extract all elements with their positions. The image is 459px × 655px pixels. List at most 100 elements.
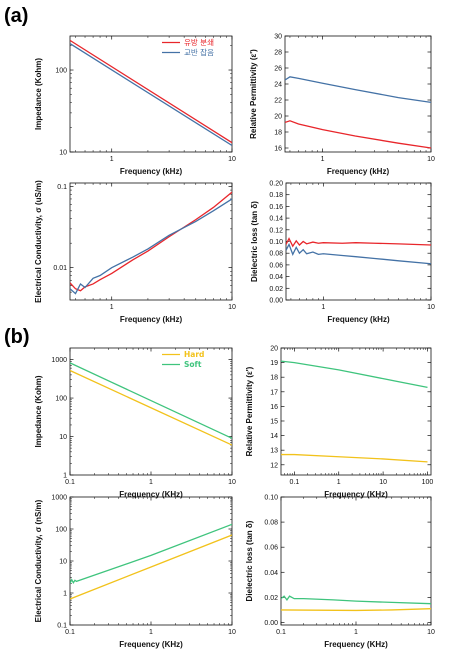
legend-label: Hard	[184, 350, 204, 359]
x-tick-label: 1	[149, 479, 153, 486]
legend-label: 유방 분쇄	[184, 37, 214, 47]
y-tick-label: 0.01	[53, 265, 67, 272]
chart-1: 1 10 10 100 Frequency (kHz) Impedance (Kohm) 유…	[34, 35, 236, 176]
y-tick-label: 1000	[51, 357, 67, 364]
y-tick-label: 0.02	[269, 286, 283, 293]
y-axis-title: Dielectric loss (tan δ)	[250, 201, 259, 282]
series-line-2	[281, 608, 431, 612]
y-axis-title: Relative Permittivity (ε')	[249, 49, 258, 139]
plot-frame	[69, 496, 233, 626]
y-tick-label: 100	[55, 527, 67, 534]
series-line-1	[70, 191, 232, 292]
y-tick-label: 26	[274, 66, 282, 73]
y-tick-label: 17	[270, 389, 278, 396]
plot-frame	[69, 35, 233, 153]
plot-frame	[280, 496, 432, 626]
y-tick-label: 100	[55, 396, 67, 403]
y-tick-label: 0.06	[269, 262, 283, 269]
y-tick-label: 20	[274, 114, 282, 121]
y-tick-label: 0.00	[264, 620, 278, 627]
y-tick-label: 1	[63, 591, 67, 598]
x-tick-label: 0.1	[289, 479, 299, 486]
y-tick-label: 13	[270, 448, 278, 455]
x-axis-title: Frequency (kHz)	[327, 167, 390, 176]
panel-label-a: (a)	[4, 5, 28, 27]
series-line-2	[286, 242, 431, 265]
x-tick-label: 1	[110, 156, 114, 163]
plot-frame	[284, 35, 432, 153]
y-tick-label: 22	[274, 98, 282, 105]
y-tick-label: 0.04	[264, 570, 278, 577]
y-tick-label: 16	[274, 146, 282, 153]
x-tick-label: 1	[321, 156, 325, 163]
chart-2: 1 10 16 18 20 22 24 26 28 30 Frequency (kHz) Relati…	[249, 34, 435, 177]
y-tick-label: 16	[270, 404, 278, 411]
y-axis-title: Impedance (Kohm)	[34, 375, 43, 447]
y-tick-label: 0.20	[269, 181, 283, 188]
y-tick-label: 0.00	[269, 298, 283, 305]
x-axis-title: Frequency (KHz)	[119, 490, 183, 499]
plot-frame	[285, 182, 432, 301]
y-tick-label: 0.14	[269, 216, 283, 223]
chart-7: 0.1 1 10 0.1 1 10 100 1000 Frequency (KHz) Electr…	[34, 495, 236, 650]
series-line-1	[286, 237, 431, 248]
series-line-1	[70, 39, 232, 144]
x-axis-title: Frequency (KHz)	[324, 640, 388, 649]
x-tick-label: 1	[354, 629, 358, 636]
legend-label: 교반 잡음	[184, 47, 214, 57]
series-line-2	[70, 43, 232, 147]
x-axis-title: Frequency (kHz)	[120, 167, 183, 176]
y-axis-title: Relative Permittivity (ε')	[245, 366, 254, 456]
y-tick-label: 0.16	[269, 204, 283, 211]
y-tick-label: 100	[55, 68, 67, 75]
series-line-1	[70, 369, 232, 446]
x-tick-label: 10	[427, 304, 435, 311]
x-tick-label: 1	[110, 304, 114, 311]
y-tick-label: 0.08	[264, 520, 278, 527]
y-tick-label: 14	[270, 433, 278, 440]
y-tick-label: 19	[270, 360, 278, 367]
series-line-1	[281, 360, 428, 389]
y-tick-label: 1000	[51, 495, 67, 502]
x-tick-label: 10	[228, 304, 236, 311]
series-line-1	[281, 595, 431, 605]
series-line-2	[285, 120, 431, 149]
x-tick-label: 10	[379, 479, 387, 486]
x-tick-label: 0.1	[276, 629, 286, 636]
y-tick-label: 0.10	[264, 495, 278, 502]
x-axis-title: Frequency (kHz)	[120, 315, 183, 324]
x-tick-label: 0.1	[65, 629, 75, 636]
y-tick-label: 20	[270, 346, 278, 353]
chart-8: 0.1 1 10 0.00 0.02 0.04 0.06 0.08 0.10 Frequency …	[245, 495, 435, 650]
x-axis-title: Frequency (KHz)	[324, 490, 388, 499]
x-tick-label: 10	[427, 156, 435, 163]
y-tick-label: 24	[274, 82, 282, 89]
y-axis-title: Dielectric loss (tan δ)	[245, 520, 254, 601]
y-tick-label: 28	[274, 50, 282, 57]
y-tick-label: 10	[59, 150, 67, 157]
chart-4: 1 10 0.00 0.02 0.04 0.06 0.08 0.10 0.12 0.14 0.16 0…	[250, 181, 435, 325]
x-tick-label: 1	[337, 479, 341, 486]
x-axis-title: Frequency (KHz)	[119, 640, 183, 649]
plot-frame	[69, 182, 233, 301]
plot-frame	[69, 347, 233, 476]
series-line-2	[70, 198, 232, 295]
y-axis-title: Impedance (Kohm)	[34, 58, 43, 130]
y-tick-label: 0.12	[269, 227, 283, 234]
y-axis-title: Electrical Conductivity, σ (uS/m)	[34, 180, 43, 303]
y-axis-title: Electrical Conductivity, σ (nS/m)	[34, 499, 43, 622]
plot-frame	[280, 347, 432, 476]
y-tick-label: 1	[63, 473, 67, 480]
y-tick-label: 18	[270, 375, 278, 382]
series-line-2	[281, 453, 428, 463]
x-tick-label: 10	[228, 629, 236, 636]
x-tick-label: 10	[427, 629, 435, 636]
x-tick-label: 10	[228, 156, 236, 163]
y-tick-label: 0.08	[269, 251, 283, 258]
series-line-2	[70, 534, 232, 600]
y-tick-label: 30	[274, 34, 282, 41]
chart-3: 1 10 0.01 0.1 Frequency (kHz) Electrical Cond…	[34, 180, 236, 324]
y-tick-label: 0.18	[269, 192, 283, 199]
y-tick-label: 10	[59, 434, 67, 441]
